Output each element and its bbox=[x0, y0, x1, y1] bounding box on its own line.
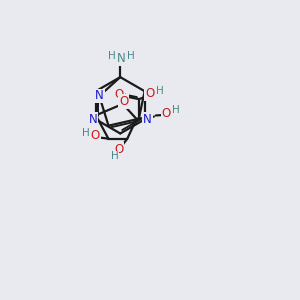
Text: O: O bbox=[119, 95, 128, 108]
Text: H: H bbox=[82, 128, 90, 138]
Text: H: H bbox=[108, 51, 116, 61]
Text: O: O bbox=[162, 107, 171, 120]
Text: O: O bbox=[145, 87, 154, 100]
Text: N: N bbox=[88, 113, 97, 126]
Text: O: O bbox=[115, 88, 124, 101]
Text: N: N bbox=[143, 113, 152, 126]
Text: H: H bbox=[127, 51, 134, 61]
Text: N: N bbox=[117, 52, 126, 65]
Text: O: O bbox=[114, 143, 123, 156]
Text: H: H bbox=[111, 152, 119, 161]
Text: H: H bbox=[172, 105, 180, 116]
Text: O: O bbox=[91, 129, 100, 142]
Text: H: H bbox=[156, 86, 164, 96]
Text: N: N bbox=[95, 89, 104, 103]
